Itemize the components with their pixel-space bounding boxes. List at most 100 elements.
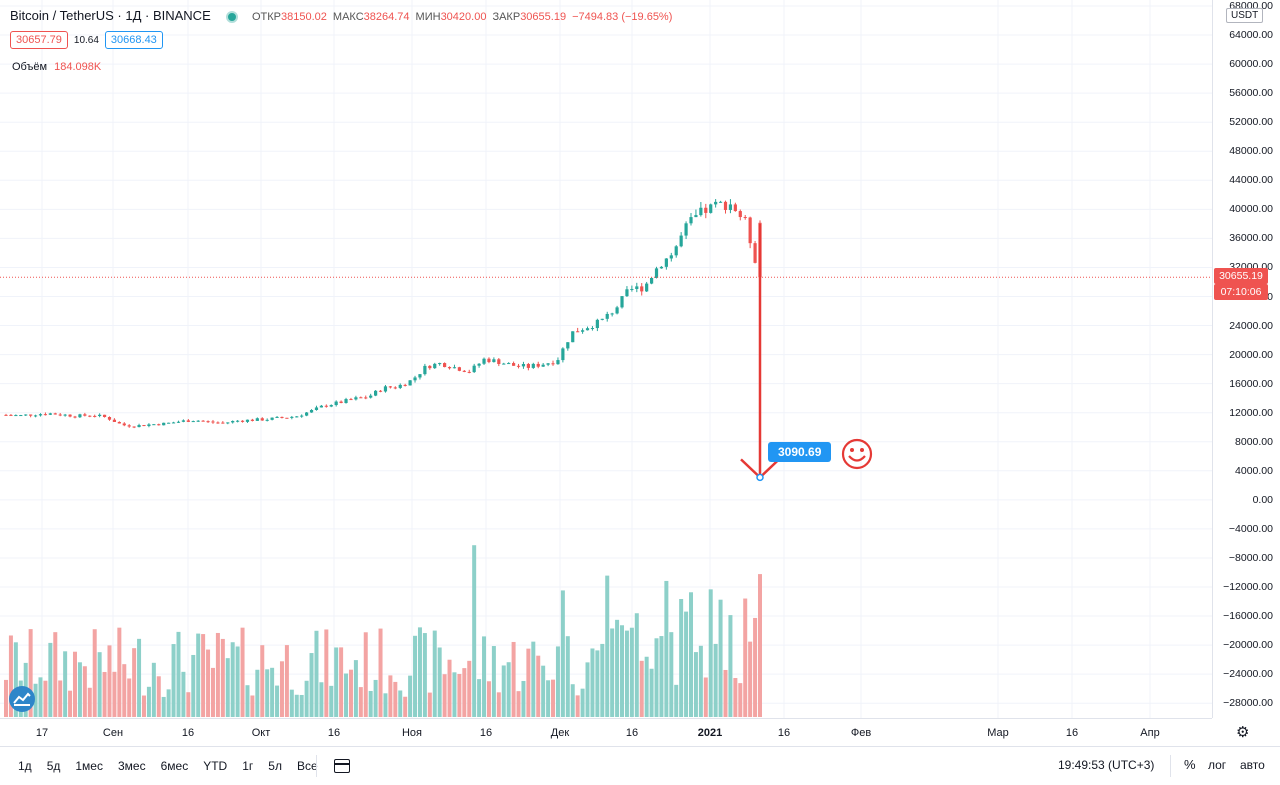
candle-body <box>516 365 521 367</box>
timeframe-button[interactable]: Все <box>296 759 318 773</box>
timeframe-button[interactable]: 5д <box>46 759 61 773</box>
candle-body <box>236 420 240 422</box>
volume-bar <box>482 636 487 717</box>
gear-icon[interactable]: ⚙ <box>1236 724 1250 741</box>
market-status-icon[interactable] <box>226 10 239 23</box>
timeframe-button[interactable]: 1г <box>242 759 254 773</box>
candle-body <box>472 365 476 373</box>
target-price-label[interactable]: 3090.69 <box>768 442 832 463</box>
tradingview-logo-icon[interactable] <box>9 686 35 712</box>
price-tick-label: 0.00 <box>1252 493 1273 506</box>
volume-bar <box>689 592 694 717</box>
candle-body <box>73 416 77 418</box>
candle-body <box>664 258 668 267</box>
volume-bar <box>339 647 344 717</box>
price-tick-label: 60000.00 <box>1229 58 1273 71</box>
volume-bar <box>580 688 585 717</box>
volume-bar <box>250 695 255 717</box>
candle-body <box>585 328 590 331</box>
candle-body <box>14 415 18 417</box>
chart-header: Bitcoin / TetherUS · 1Д · BINANCE ОТКР38… <box>10 8 672 23</box>
timeframe-button[interactable]: 6мес <box>160 759 189 773</box>
volume-bar <box>171 644 176 717</box>
candle-body <box>19 415 23 417</box>
price-axis[interactable]: 68000.00 64000.00 60000.00 56000.00 52000.00… <box>1212 0 1280 718</box>
candle-body <box>590 328 595 330</box>
volume-bar <box>201 634 206 717</box>
volume-bar <box>551 679 556 717</box>
candle-body <box>679 235 683 247</box>
sell-price-box[interactable]: 30657.79 <box>10 31 68 49</box>
volume-bar <box>112 671 117 717</box>
candle-body <box>526 364 530 368</box>
candle-body <box>546 363 550 365</box>
volume-bar <box>526 648 531 717</box>
ohlc-label: ЗАКР <box>492 11 521 23</box>
symbol-title[interactable]: Bitcoin / TetherUS · 1Д · BINANCE <box>10 8 211 23</box>
volume-bar <box>368 690 373 717</box>
volume-bar <box>137 638 142 717</box>
chart-area[interactable] <box>0 0 1212 718</box>
time-tick-label: Дек <box>550 727 570 739</box>
log-toggle[interactable]: лог <box>1208 758 1227 772</box>
volume-bar <box>176 631 181 717</box>
candle-body <box>167 422 171 424</box>
buy-price-box[interactable]: 30668.43 <box>104 31 163 49</box>
candle-body <box>4 414 8 416</box>
timeframe-button[interactable]: 1мес <box>75 759 103 773</box>
timeframe-button[interactable]: 5л <box>268 759 282 773</box>
timeframe-button[interactable]: 3мес <box>117 759 146 773</box>
candle-body <box>339 401 343 404</box>
candle-body <box>29 414 33 416</box>
candle-body <box>571 331 575 343</box>
currency-badge[interactable]: USDT <box>1226 8 1264 23</box>
candle-body <box>393 387 397 389</box>
time-tick-label: 2021 <box>697 727 723 739</box>
candle-body <box>162 422 166 426</box>
candle-body <box>753 243 757 263</box>
volume-bar <box>565 636 570 717</box>
candle-body <box>428 365 432 369</box>
time-tick-label: Мар <box>987 727 1009 739</box>
candle-body <box>452 367 457 369</box>
candle-body <box>398 384 402 388</box>
volume-bar <box>620 625 625 717</box>
candle-body <box>694 215 698 218</box>
auto-toggle[interactable]: авто <box>1240 758 1265 772</box>
volume-bar <box>486 681 491 717</box>
candle-body <box>541 364 545 367</box>
smiley-icon[interactable] <box>841 438 873 475</box>
candle-body <box>201 420 205 422</box>
candle-body <box>349 399 353 401</box>
volume-bar <box>457 673 462 717</box>
volume-bar <box>240 627 245 717</box>
volume-bar <box>718 599 723 717</box>
volume-label: Объём <box>12 61 48 73</box>
timeframe-button[interactable]: YTD <box>203 759 228 773</box>
price-tick-label: 64000.00 <box>1229 29 1273 42</box>
candle-body <box>152 424 156 426</box>
candle-body <box>418 374 422 378</box>
candle-body <box>507 363 511 365</box>
volume-bar <box>87 687 92 717</box>
calendar-icon[interactable] <box>333 759 350 773</box>
volume-bar <box>708 589 713 717</box>
candle-body <box>324 405 328 407</box>
candle-body <box>511 363 516 366</box>
candle-body <box>605 313 609 319</box>
clock[interactable]: 19:49:53 (UTC+3) <box>1058 758 1155 772</box>
volume-bar <box>408 675 413 717</box>
chart-canvas[interactable] <box>0 0 1212 718</box>
timeframe-button[interactable]: 1д <box>18 759 32 773</box>
time-axis[interactable]: 17 Сен 16 Окт 16 Ноя 16 Дек 16 2021 16 Фев Мар 16 Апр <box>0 718 1212 747</box>
percent-toggle[interactable]: % <box>1184 757 1196 772</box>
volume-bar <box>68 690 73 717</box>
volume-bar <box>422 633 427 717</box>
candle-body <box>181 420 186 422</box>
volume-bar <box>615 619 620 717</box>
volume-bar <box>141 695 146 717</box>
candle-body <box>714 201 718 205</box>
candle-body <box>674 246 678 256</box>
candle-body <box>645 283 649 292</box>
candle-body <box>176 421 181 423</box>
